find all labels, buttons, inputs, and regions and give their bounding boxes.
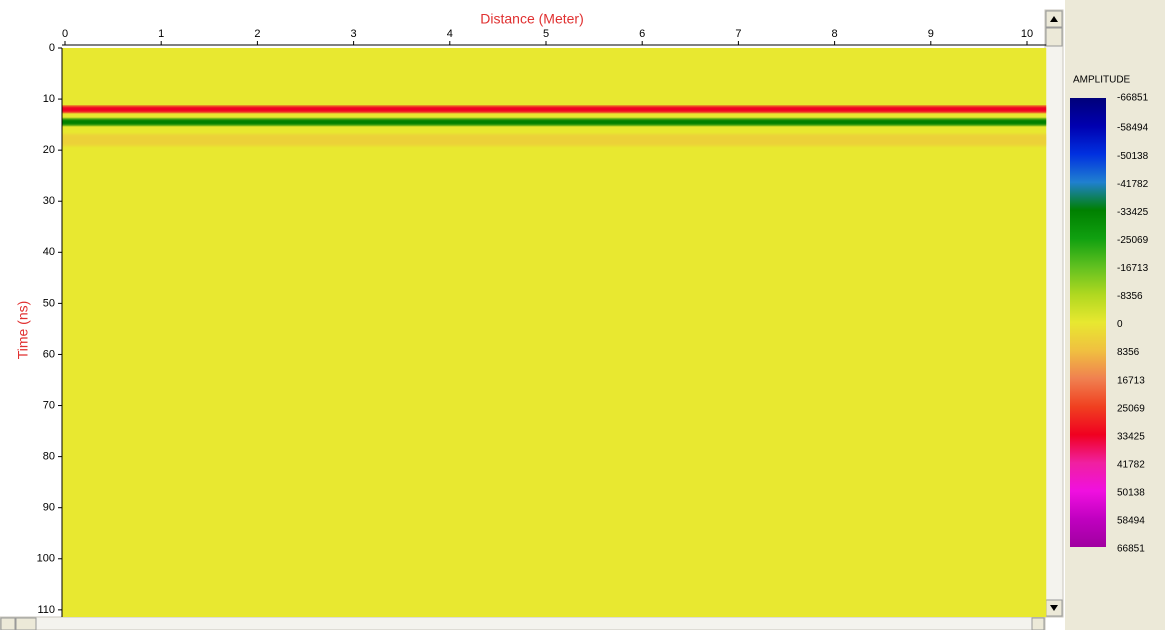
colorbar-label: 25069 [1117,403,1145,414]
x-tick-label: 1 [158,28,164,40]
scroll-right[interactable] [1031,617,1045,630]
x-tick-label: 2 [254,28,260,40]
x-tick-label: 8 [832,28,838,40]
arrow-down [1050,605,1058,611]
y-tick-label: 110 [37,604,55,616]
colorbar [1070,98,1106,547]
reflection-band [62,133,1047,146]
horizontal-scrollbar[interactable] [0,616,1046,630]
x-tick-label: 7 [735,28,741,40]
y-tick-label: 70 [43,399,55,411]
x-tick-label: 6 [639,28,645,40]
y-tick-label: 0 [49,42,55,54]
colorbar-label: -50138 [1117,151,1149,162]
x-tick-label: 0 [62,28,68,40]
y-tick-label: 30 [43,195,55,207]
x-tick-label: 10 [1021,28,1033,40]
colorbar-label: -66851 [1117,93,1149,104]
colorbar-label: -8356 [1117,291,1143,302]
colorbar-label: 16713 [1117,375,1145,386]
reflection-band [62,105,1047,113]
colorbar-label: 0 [1117,319,1123,330]
arrow-up [1050,16,1058,22]
y-tick-label: 90 [43,502,55,514]
x-tick-label: 4 [447,28,453,40]
y-tick-label: 10 [43,93,55,105]
y-tick-label: 80 [43,451,55,463]
colorbar-label: 41782 [1117,459,1145,470]
vertical-scrollbar[interactable] [1044,9,1064,618]
x-tick-label: 5 [543,28,549,40]
reflection-band [62,118,1047,126]
x-axis-title: Distance (Meter) [480,11,583,27]
scroll-left[interactable] [0,617,16,630]
colorbar-label: 33425 [1117,431,1145,442]
radargram-background [62,48,1047,617]
colorbar-label: -41782 [1117,179,1149,190]
colorbar-label: -25069 [1117,235,1149,246]
colorbar-label: -33425 [1117,207,1149,218]
colorbar-label: 66851 [1117,544,1145,555]
y-tick-label: 40 [43,246,55,258]
colorbar-label: 50138 [1117,488,1145,499]
colorbar-label: -16713 [1117,263,1149,274]
h-scroll-thumb[interactable] [15,617,37,630]
colorbar-label: -58494 [1117,123,1149,134]
colorbar-title: AMPLITUDE [1073,75,1131,86]
colorbar-label: 8356 [1117,347,1140,358]
y-tick-label: 20 [43,144,55,156]
scroll-thumb[interactable] [1045,27,1063,47]
x-tick-label: 3 [351,28,357,40]
colorbar-label: 58494 [1117,516,1145,527]
y-tick-label: 60 [43,348,55,360]
y-axis-title: Time (ns) [15,301,31,360]
y-tick-label: 100 [37,553,55,565]
y-tick-label: 50 [43,297,55,309]
x-tick-label: 9 [928,28,934,40]
